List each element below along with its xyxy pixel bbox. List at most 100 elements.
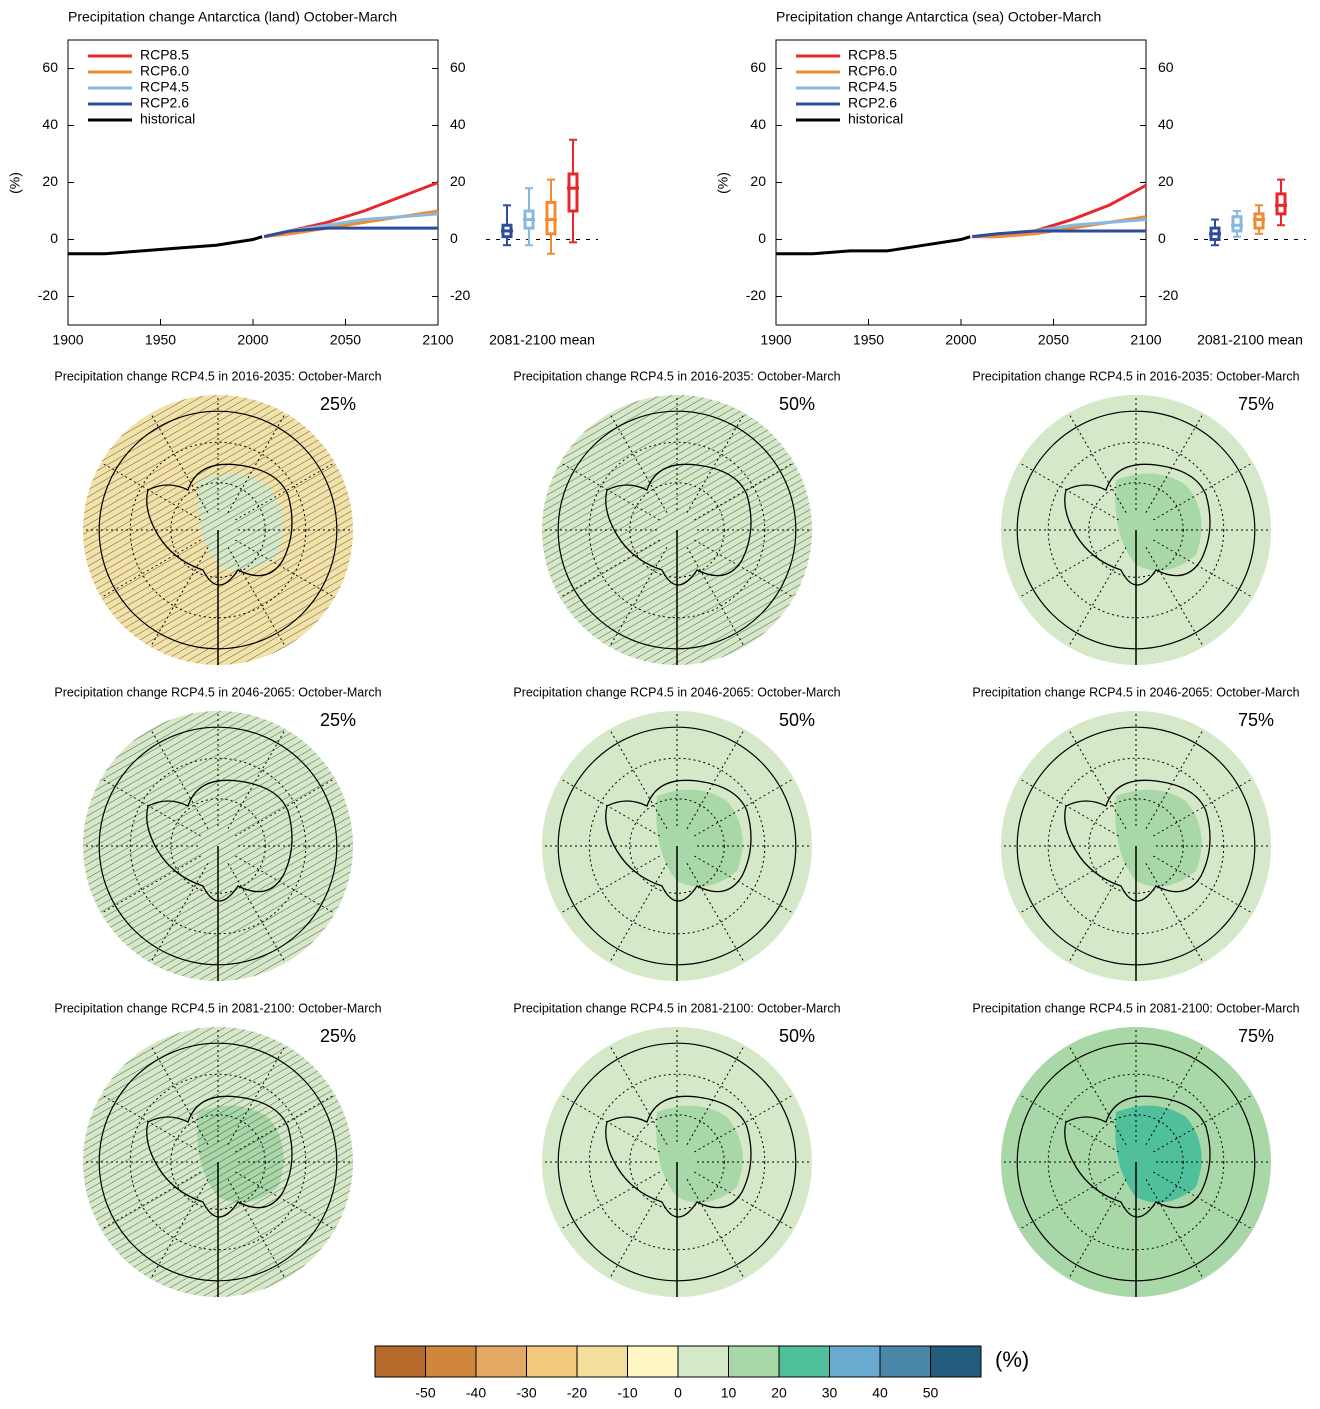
map-title: Precipitation change RCP4.5 in 2046-2065… — [54, 685, 381, 699]
graticule-meridian — [100, 1094, 201, 1153]
graticule-circle — [629, 798, 725, 894]
series-line — [263, 226, 438, 239]
y2-tick-label: 40 — [450, 116, 466, 132]
graticule-meridian — [1153, 539, 1254, 598]
antarctica-outline — [1064, 779, 1211, 902]
graticule-circle — [1088, 482, 1184, 578]
colorbar-cell — [879, 1345, 931, 1378]
x-tick-label: 1900 — [52, 332, 83, 348]
map-title: Precipitation change RCP4.5 in 2016-2035… — [513, 369, 840, 383]
graticule-circle — [1047, 757, 1225, 935]
graticule-circle — [588, 1073, 766, 1251]
colorbar-cell — [930, 1345, 982, 1378]
graticule-meridian — [1068, 1044, 1127, 1145]
graticule-circle — [1088, 798, 1184, 894]
plot-frame — [775, 39, 1147, 326]
y-tick-label: 0 — [50, 230, 58, 246]
y2-tick-label: 60 — [1158, 59, 1174, 75]
colorbar-tick-label: -30 — [516, 1385, 536, 1401]
legend-label: RCP6.0 — [140, 63, 189, 79]
colorbar-cell — [425, 1345, 477, 1378]
graticule-meridian — [609, 412, 668, 513]
x-tick-label: 1950 — [853, 332, 884, 348]
colorbar-tick-label: -10 — [617, 1385, 637, 1401]
x-tick-label: 2100 — [1130, 332, 1161, 348]
map-title: Precipitation change RCP4.5 in 2016-2035… — [972, 369, 1299, 383]
graticule-circle — [129, 441, 307, 619]
colorbar-tick-label: 50 — [923, 1385, 939, 1401]
graticule-meridian — [559, 1171, 660, 1230]
graticule-meridian — [694, 1094, 795, 1153]
x-tick-label: 2000 — [945, 332, 976, 348]
colorbar-cell — [576, 1345, 628, 1378]
graticule-meridian — [1153, 1094, 1254, 1153]
x-tick-label: 1900 — [760, 332, 791, 348]
legend-label: historical — [848, 111, 903, 127]
colorbar-cell — [627, 1345, 679, 1378]
x-tick-label: 2050 — [330, 332, 361, 348]
map-percentile: 75% — [1238, 710, 1274, 730]
map-percentile: 50% — [779, 1026, 815, 1046]
antarctica-outline — [146, 463, 293, 586]
graticule-meridian — [235, 462, 336, 521]
graticule-meridian — [150, 547, 209, 648]
graticule-meridian — [235, 1171, 336, 1230]
graticule-circle — [1047, 1073, 1225, 1251]
map-title: Precipitation change RCP4.5 in 2081-2100… — [513, 1001, 840, 1015]
graticule-meridian — [227, 1044, 286, 1145]
graticule-meridian — [150, 1044, 209, 1145]
colorbar-cell — [728, 1345, 780, 1378]
graticule-meridian — [686, 547, 745, 648]
graticule-meridian — [150, 863, 209, 964]
y-tick-label: 20 — [42, 173, 58, 189]
graticule-meridian — [100, 539, 201, 598]
legend-label: RCP6.0 — [848, 63, 897, 79]
graticule-meridian — [100, 778, 201, 837]
legend-label: RCP4.5 — [848, 79, 897, 95]
graticule-meridian — [694, 855, 795, 914]
graticule-meridian — [1018, 1094, 1119, 1153]
map-title: Precipitation change RCP4.5 in 2016-2035… — [54, 369, 381, 383]
antarctica-outline — [605, 779, 752, 902]
graticule-meridian — [227, 412, 286, 513]
y2-tick-label: 20 — [450, 173, 466, 189]
graticule-meridian — [1068, 412, 1127, 513]
antarctica-outline — [146, 1095, 293, 1218]
y-tick-label: -20 — [746, 287, 766, 303]
plot-frame — [67, 39, 439, 326]
map-percentile: 50% — [779, 710, 815, 730]
graticule-meridian — [609, 863, 668, 964]
series-line — [68, 235, 263, 256]
map-percentile: 50% — [779, 394, 815, 414]
antarctica-outline — [605, 463, 752, 586]
y-axis-label: (%) — [715, 172, 731, 194]
graticule-circle — [588, 757, 766, 935]
y2-tick-label: 20 — [1158, 173, 1174, 189]
map-title: Precipitation change RCP4.5 in 2046-2065… — [972, 685, 1299, 699]
graticule-meridian — [559, 855, 660, 914]
y-axis-label: (%) — [7, 172, 23, 194]
legend-label: historical — [140, 111, 195, 127]
graticule-meridian — [1153, 778, 1254, 837]
graticule-meridian — [1153, 462, 1254, 521]
x-tick-label: 2100 — [422, 332, 453, 348]
map-percentile: 75% — [1238, 394, 1274, 414]
y2-tick-label: 60 — [450, 59, 466, 75]
graticule-meridian — [1068, 728, 1127, 829]
graticule-meridian — [1018, 1171, 1119, 1230]
graticule-meridian — [235, 855, 336, 914]
graticule-circle — [1047, 441, 1225, 619]
colorbar-tick-label: -50 — [415, 1385, 435, 1401]
antarctica-outline — [146, 779, 293, 902]
colorbar-cell — [778, 1345, 830, 1378]
graticule-meridian — [609, 1179, 668, 1280]
y-tick-label: -20 — [38, 287, 58, 303]
map-title: Precipitation change RCP4.5 in 2046-2065… — [513, 685, 840, 699]
graticule-meridian — [1068, 547, 1127, 648]
y2-tick-label: -20 — [450, 287, 470, 303]
antarctica-outline — [605, 1095, 752, 1218]
box-label: 2081-2100 mean — [1197, 332, 1303, 348]
graticule-meridian — [1145, 1179, 1204, 1280]
map-percentile: 25% — [320, 1026, 356, 1046]
